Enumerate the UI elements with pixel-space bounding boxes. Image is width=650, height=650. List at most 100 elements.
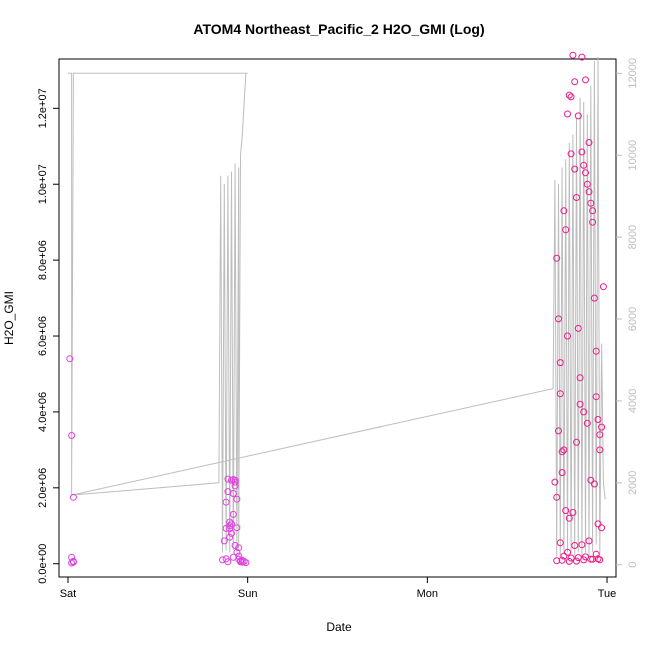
data-point bbox=[573, 194, 580, 201]
plot-frame bbox=[58, 58, 617, 578]
data-point bbox=[556, 539, 564, 547]
data-point bbox=[598, 423, 606, 431]
data-point bbox=[589, 207, 597, 215]
data-point bbox=[228, 529, 235, 537]
data-point bbox=[231, 542, 239, 549]
data-point bbox=[564, 548, 571, 556]
data-point bbox=[565, 91, 573, 99]
data-point bbox=[226, 533, 234, 541]
data-point bbox=[231, 482, 239, 490]
data-point bbox=[558, 556, 566, 564]
y-tick-label: 6.0e+06 bbox=[37, 316, 49, 356]
data-point bbox=[589, 218, 597, 226]
data-point bbox=[582, 169, 589, 177]
data-point bbox=[555, 315, 562, 323]
data-point bbox=[596, 431, 604, 439]
data-point bbox=[573, 557, 580, 565]
data-point bbox=[583, 180, 591, 188]
y2-tick-label: 8000 bbox=[627, 225, 639, 249]
data-point bbox=[587, 476, 595, 484]
chart-title: ATOM4 Northeast_Pacific_2 H2O_GMI (Log) bbox=[193, 21, 484, 37]
data-point bbox=[580, 161, 588, 169]
y2-tick-label: 12000 bbox=[627, 58, 639, 89]
y2-tick-label: 10000 bbox=[627, 140, 639, 171]
data-point bbox=[555, 427, 562, 435]
data-point bbox=[233, 524, 241, 532]
data-point bbox=[564, 332, 571, 340]
data-point bbox=[596, 446, 604, 454]
y2-tick-label: 4000 bbox=[627, 389, 639, 413]
data-point bbox=[565, 557, 573, 565]
data-point bbox=[594, 416, 602, 423]
data-point bbox=[229, 510, 237, 518]
data-point bbox=[222, 498, 230, 506]
data-point bbox=[567, 150, 575, 158]
data-point bbox=[596, 556, 604, 564]
data-point bbox=[556, 390, 564, 398]
data-point bbox=[571, 78, 579, 86]
data-point bbox=[585, 139, 593, 146]
altitude-line bbox=[68, 56, 606, 557]
data-point bbox=[226, 525, 234, 533]
y2-tick-label: 6000 bbox=[627, 307, 639, 331]
data-point bbox=[594, 555, 602, 563]
y2-tick-label: 2000 bbox=[627, 471, 639, 495]
data-point bbox=[556, 359, 564, 367]
data-point bbox=[571, 542, 579, 549]
data-point bbox=[590, 294, 598, 302]
data-point bbox=[220, 537, 228, 545]
y2-tick-label: 0 bbox=[627, 562, 639, 568]
data-point bbox=[562, 226, 570, 234]
data-point bbox=[594, 520, 602, 528]
data-point bbox=[229, 476, 237, 483]
data-point bbox=[592, 550, 600, 558]
data-point bbox=[68, 432, 76, 439]
data-point bbox=[587, 199, 595, 207]
y-tick-label: 1.2e+07 bbox=[37, 88, 49, 128]
data-point bbox=[565, 514, 573, 522]
data-point bbox=[578, 541, 586, 549]
data-point bbox=[580, 408, 588, 416]
x-tick-label: Tue bbox=[598, 588, 617, 600]
x-tick-label: Sun bbox=[238, 588, 258, 600]
data-point bbox=[226, 518, 234, 526]
data-point bbox=[590, 480, 598, 488]
data-point bbox=[574, 324, 582, 332]
data-point bbox=[553, 557, 561, 565]
x-axis-label: Date bbox=[326, 620, 352, 634]
data-point bbox=[582, 76, 589, 84]
data-point bbox=[592, 393, 600, 401]
data-point bbox=[578, 53, 586, 61]
data-point bbox=[553, 493, 561, 501]
x-axis: Sat Sun Mon Tue bbox=[60, 577, 617, 600]
data-point bbox=[233, 495, 241, 503]
data-point bbox=[576, 400, 584, 408]
data-point bbox=[585, 537, 593, 545]
data-point bbox=[229, 490, 237, 497]
data-point bbox=[235, 544, 243, 552]
data-point bbox=[551, 478, 559, 486]
y-tick-label: 8.0e+06 bbox=[37, 240, 49, 280]
data-point bbox=[228, 520, 235, 528]
data-point bbox=[564, 110, 571, 118]
data-point bbox=[599, 283, 607, 291]
data-point bbox=[583, 419, 591, 427]
data-point bbox=[553, 254, 561, 262]
data-point bbox=[598, 524, 606, 532]
y-axis-left: 0.0e+00 2.0e+06 4.0e+06 6.0e+06 8.0e+06 1.0e+… bbox=[37, 88, 59, 584]
data-point bbox=[562, 507, 570, 515]
data-point bbox=[569, 509, 577, 516]
data-point bbox=[235, 552, 243, 560]
y-tick-label: 0.0e+00 bbox=[37, 544, 49, 584]
data-point bbox=[567, 93, 575, 101]
y-tick-label: 1.0e+07 bbox=[37, 164, 49, 204]
data-point bbox=[573, 438, 580, 446]
series-layer bbox=[66, 51, 607, 567]
data-point bbox=[222, 555, 230, 563]
data-point bbox=[576, 374, 584, 382]
data-point bbox=[224, 475, 232, 483]
data-point bbox=[571, 165, 579, 173]
y-axis-right: 0 2000 4000 6000 8000 10000 12000 bbox=[616, 58, 639, 568]
